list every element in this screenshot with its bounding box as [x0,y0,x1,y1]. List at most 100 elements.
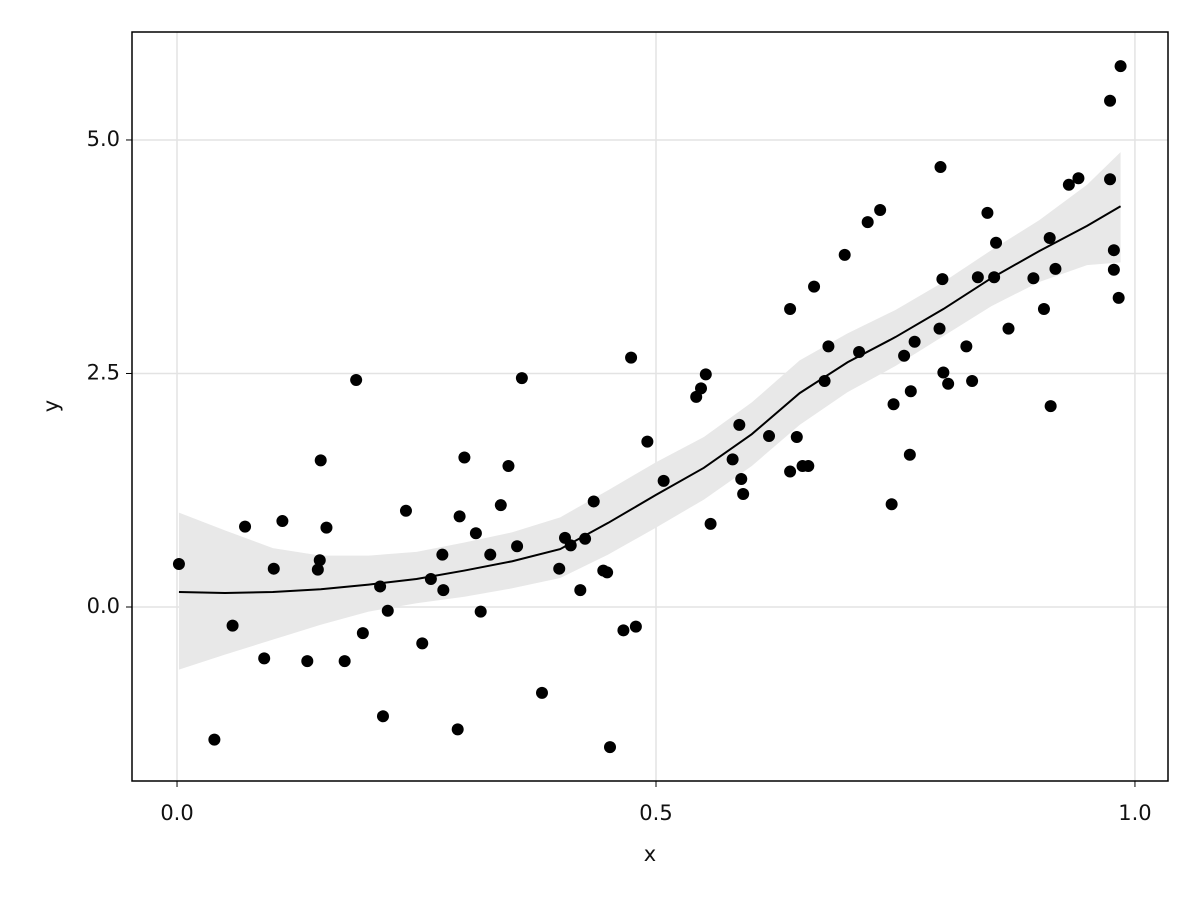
fit-line [178,205,1122,594]
point [474,605,487,618]
point [311,563,324,576]
point [553,562,566,575]
point [574,584,587,597]
point [458,451,471,464]
point [239,520,252,533]
point [937,366,950,379]
point [898,349,911,362]
point [784,303,797,316]
x-axis-label: x [644,842,656,866]
point [990,236,1003,249]
point [887,398,900,411]
point [416,637,429,650]
point [604,741,617,754]
point [904,385,917,398]
y-tick-label: 2.5 [87,360,120,384]
point [1037,303,1050,316]
point [790,430,803,443]
x-tick-label: 1.0 [1118,801,1151,825]
point [822,340,835,353]
point [601,566,614,579]
point [726,453,739,466]
point [494,499,507,512]
point [1104,173,1117,186]
point [1107,263,1120,276]
point [784,465,797,478]
point [399,504,412,517]
point [172,558,185,571]
point [564,539,577,552]
point [695,382,708,395]
point [381,604,394,617]
point [267,562,280,575]
point [350,374,363,387]
point [1104,94,1117,107]
point [1114,60,1127,73]
point [699,368,712,381]
point [818,374,831,387]
point [903,448,916,461]
point [208,733,221,746]
point [579,532,592,545]
point [1027,272,1040,285]
point [1044,400,1057,413]
point [657,474,670,487]
point [808,280,821,293]
point [314,454,327,467]
point [1107,244,1120,257]
point [451,723,464,736]
point [838,248,851,261]
point [981,206,994,219]
point [437,584,450,597]
confidence-band [178,152,1121,670]
point [737,487,750,500]
point [1049,262,1062,275]
point [313,554,326,567]
point [936,273,949,286]
plot-frame [131,31,1169,782]
point [535,686,548,699]
point [704,517,717,530]
point [424,572,437,585]
x-tick-label: 0.5 [639,801,672,825]
point [1043,232,1056,245]
point [453,510,466,523]
point [587,495,600,508]
point [988,271,1001,284]
point [511,540,524,553]
point [320,521,333,534]
y-axis-label: y [39,400,63,412]
point [258,652,271,665]
point [356,627,369,640]
point [374,580,387,593]
point [629,620,642,633]
point [733,418,746,431]
point [469,527,482,540]
point [1062,178,1075,191]
point [641,435,654,448]
point [763,430,776,443]
point [625,351,638,364]
point [436,548,449,561]
point [934,161,947,174]
point [853,345,866,358]
point [966,374,979,387]
point [376,710,389,723]
point [874,204,887,217]
point [617,624,630,637]
point [861,216,874,229]
point [276,515,289,528]
point [1002,322,1015,335]
y-tick-label: 5.0 [87,127,120,151]
point [942,377,955,390]
point [1072,172,1085,185]
x-tick-label: 0.0 [160,801,193,825]
y-tick-label: 0.0 [87,594,120,618]
point [908,335,921,348]
point [933,322,946,335]
point [735,473,748,486]
point [502,459,515,472]
point [802,459,815,472]
point [226,619,239,632]
